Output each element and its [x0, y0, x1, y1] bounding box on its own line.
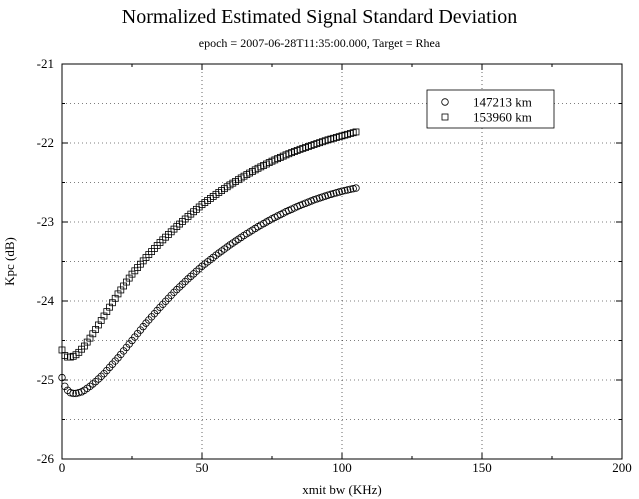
- x-tick-label: 50: [196, 460, 209, 475]
- data-point: [94, 375, 103, 383]
- data-point: [352, 184, 360, 192]
- axis-ticks: [61, 63, 623, 460]
- data-point: [178, 280, 187, 288]
- chart-title: Normalized Estimated Signal Standard Dev…: [121, 6, 518, 28]
- data-point: [184, 275, 192, 283]
- data-point: [175, 283, 184, 291]
- data-point: [332, 189, 341, 197]
- data-point: [343, 186, 352, 194]
- data-point: [181, 277, 189, 286]
- data-point: [349, 184, 357, 193]
- data-point: [329, 189, 338, 198]
- y-tick-label: -23: [37, 214, 54, 229]
- legend-box: [426, 89, 555, 129]
- y-tick-label: -26: [37, 451, 55, 466]
- data-point: [97, 372, 105, 381]
- data-point: [335, 188, 343, 196]
- data-point: [86, 382, 94, 391]
- data-point: [324, 191, 332, 199]
- x-tick-label: 0: [59, 460, 66, 475]
- y-axis-label: Kpc (dB): [2, 237, 17, 286]
- series-2: [58, 128, 360, 361]
- data-point: [66, 388, 75, 397]
- x-tick-label: 200: [612, 460, 632, 475]
- chart-subtitle: epoch = 2007-06-28T11:35:00.000, Target …: [198, 36, 441, 50]
- data-point: [195, 265, 203, 273]
- y-tick-label: -22: [37, 135, 54, 150]
- grid-lines: [62, 64, 622, 459]
- legend-marker: [441, 98, 449, 106]
- legend-label: 147213 km: [473, 95, 532, 110]
- data-point: [58, 373, 66, 382]
- data-point: [170, 288, 178, 297]
- x-tick-label: 100: [332, 460, 352, 475]
- y-tick-label: -24: [37, 293, 55, 308]
- x-tick-label: 150: [472, 460, 492, 475]
- data-point: [192, 267, 201, 275]
- x-axis-label: xmit bw (KHz): [302, 482, 381, 497]
- data-point: [61, 382, 69, 391]
- data-point: [341, 186, 349, 195]
- data-point: [187, 272, 195, 281]
- data-point: [338, 187, 346, 195]
- data-point: [63, 386, 72, 394]
- data-point: [69, 389, 77, 398]
- data-point: [89, 380, 97, 388]
- y-tick-label: -21: [37, 56, 54, 71]
- legend-marker: [441, 113, 449, 121]
- data-point: [189, 270, 198, 278]
- legend-label: 153960 km: [473, 110, 532, 125]
- series-1: [58, 184, 360, 398]
- data-point: [72, 389, 80, 398]
- data-point: [352, 128, 360, 136]
- data-point: [327, 190, 335, 199]
- data-point: [346, 185, 355, 193]
- y-tick-label: -25: [37, 372, 54, 387]
- data-point: [91, 377, 100, 386]
- data-point: [173, 285, 181, 294]
